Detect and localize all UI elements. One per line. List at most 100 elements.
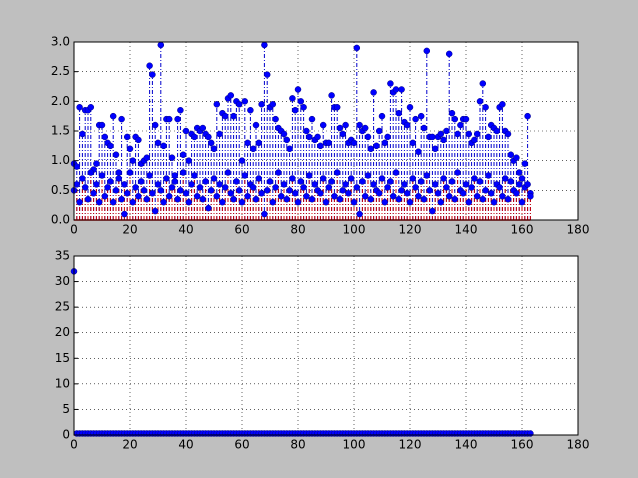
stem-marker [398, 86, 405, 93]
stem-marker [252, 195, 260, 203]
stem-marker [286, 187, 293, 194]
stem-marker [501, 175, 509, 182]
stem-marker [361, 124, 369, 132]
stem-marker [375, 127, 383, 135]
stem-marker [151, 207, 159, 215]
stem-marker [339, 130, 347, 138]
stem-marker [387, 80, 394, 87]
stem-marker [308, 195, 316, 203]
stem-marker [263, 187, 271, 194]
stem-marker [235, 101, 243, 108]
stem-marker [213, 193, 221, 200]
stem-marker [160, 198, 167, 206]
stem-marker [205, 204, 212, 212]
stem-marker [417, 112, 425, 120]
stem-marker [196, 184, 204, 191]
stem-marker [207, 139, 215, 147]
stem-marker [87, 104, 95, 111]
stem-marker [462, 181, 470, 188]
stem-marker [473, 193, 481, 200]
stem-marker [468, 184, 475, 191]
stem-marker [238, 157, 246, 164]
stem-marker [149, 71, 156, 78]
stem-marker [454, 169, 461, 176]
x-tick-label: 60 [234, 438, 249, 452]
y-tick-label: 3.0 [51, 35, 70, 49]
stem-marker [179, 151, 187, 158]
stem-marker [216, 130, 223, 138]
stem-marker [289, 175, 296, 182]
stem-marker [515, 181, 523, 188]
stem-marker [378, 112, 386, 120]
stem-marker [353, 184, 361, 191]
stem-marker [429, 207, 436, 215]
stem-marker [476, 178, 484, 185]
stem-marker [445, 50, 453, 58]
stem-marker [277, 193, 285, 200]
stem-marker [213, 101, 221, 108]
stem-marker [202, 178, 209, 185]
y-tick-label: 2.0 [51, 94, 70, 108]
y-tick-label: 0.5 [51, 183, 70, 197]
stem-marker [499, 101, 506, 108]
stem-marker [258, 190, 265, 197]
stem-marker [135, 193, 142, 200]
stem-marker [179, 169, 187, 176]
stem-marker [356, 121, 363, 129]
stem-marker [280, 181, 288, 188]
stem-marker [515, 169, 523, 176]
stem-marker [471, 175, 478, 182]
stem-marker [490, 198, 498, 206]
stem-marker [443, 184, 450, 191]
stem-marker [308, 115, 316, 123]
stem-marker [345, 190, 352, 197]
stem-marker [126, 145, 134, 153]
x-tick-label: 160 [511, 223, 534, 237]
stem-marker [395, 195, 403, 203]
stem-marker [328, 92, 335, 99]
stem-marker [185, 157, 193, 164]
stem-marker [93, 160, 100, 167]
stem-marker [314, 133, 321, 141]
stem-marker [283, 195, 291, 203]
stem-marker [224, 169, 232, 176]
stem-marker [219, 198, 226, 206]
stem-marker [182, 190, 190, 197]
stem-marker [462, 115, 470, 123]
stem-marker [507, 178, 515, 185]
stem-marker [482, 187, 489, 194]
stem-marker [479, 80, 487, 87]
x-tick-label: 100 [343, 438, 366, 452]
stem-marker [185, 198, 193, 206]
stem-marker [331, 193, 338, 200]
stem-marker [440, 175, 447, 182]
stem-marker [437, 198, 445, 206]
stem-marker [157, 187, 165, 194]
stem-marker [513, 154, 520, 161]
y-tick-label: 35 [55, 249, 70, 263]
stem-marker [163, 175, 170, 182]
stem-marker [269, 101, 277, 108]
stem-marker [244, 193, 251, 200]
stem-marker [87, 169, 95, 176]
x-tick-label: 140 [455, 223, 478, 237]
stem-marker [123, 190, 131, 197]
stem-marker [112, 151, 120, 158]
stem-marker [165, 193, 173, 200]
x-tick-label: 120 [399, 223, 422, 237]
stem-marker [151, 121, 159, 129]
stem-marker [143, 195, 151, 203]
stem-marker [207, 187, 215, 194]
stem-marker [317, 190, 324, 197]
stem-marker [448, 178, 456, 185]
stem-marker [384, 184, 391, 191]
stem-marker [303, 193, 310, 200]
stem-marker [73, 163, 81, 170]
stem-marker [524, 181, 531, 188]
stem-marker [504, 195, 512, 203]
stem-marker [322, 198, 330, 206]
stem-marker [406, 104, 414, 111]
stem-marker [79, 130, 86, 138]
stem-marker [401, 181, 408, 188]
